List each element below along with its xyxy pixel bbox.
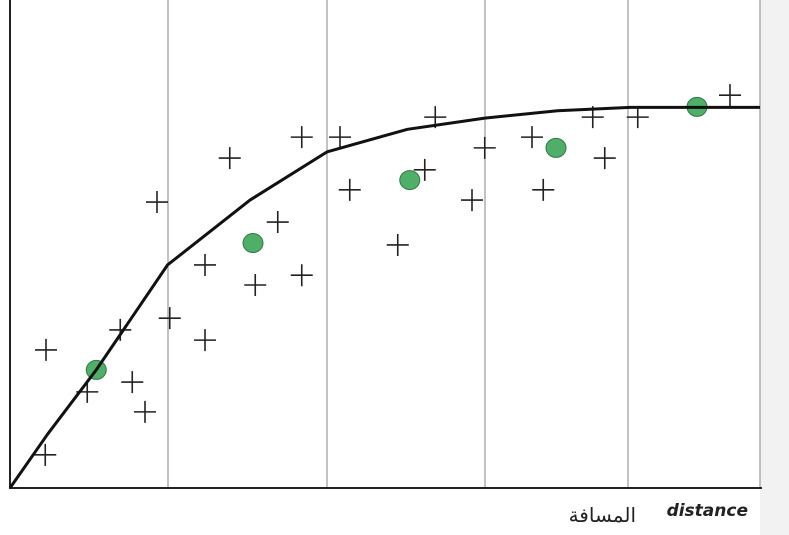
cross-point <box>329 126 351 149</box>
cross-point <box>386 233 409 256</box>
cross-point <box>266 211 289 234</box>
cross-point <box>473 136 496 159</box>
x-axis-label-arabic: المسافة <box>569 503 636 527</box>
cross-point <box>146 191 168 214</box>
fitted-curve <box>8 105 760 489</box>
cross-point <box>290 264 313 287</box>
cross-point <box>158 307 181 330</box>
cross-point <box>593 147 616 170</box>
cross-point <box>413 158 436 181</box>
scan-shade <box>760 0 789 535</box>
cross-point <box>521 126 543 149</box>
cross-point <box>626 106 649 129</box>
green-point <box>399 170 421 191</box>
cross-point <box>218 147 241 170</box>
cross-point <box>244 273 267 296</box>
x-axis-label: distance <box>667 501 748 521</box>
cross-point <box>290 126 313 149</box>
cross-point <box>35 338 57 361</box>
green-point <box>545 137 567 158</box>
cross-point <box>194 253 216 276</box>
cross-point <box>719 84 741 107</box>
cross-point <box>34 443 57 466</box>
cross-point <box>338 178 361 201</box>
cross-point <box>532 178 555 201</box>
cross-point <box>461 189 483 212</box>
cross-point <box>194 329 216 352</box>
cross-point <box>121 371 144 394</box>
green-point <box>242 233 264 254</box>
cross-point <box>134 400 156 423</box>
